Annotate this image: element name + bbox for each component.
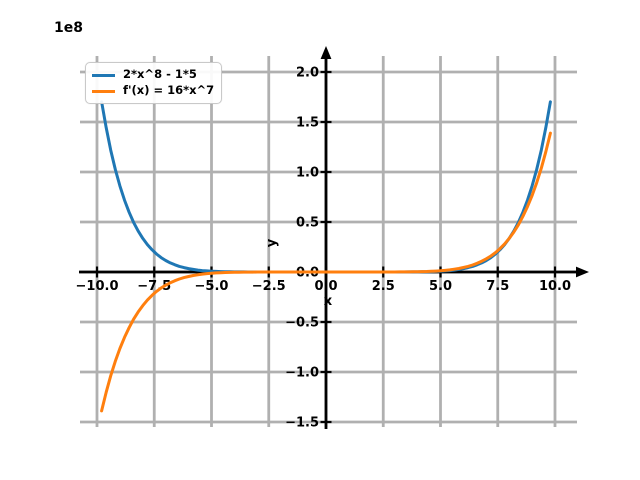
y-tick-label: −1.0 [285,366,319,381]
legend-entry-label: 2*x^8 - 1*5 [123,67,197,82]
y-tick-label: −0.5 [285,316,319,331]
x-tick-label: −5.0 [195,279,229,294]
legend-entry-label: f'(x) = 16*x^7 [123,83,215,98]
legend-entry: f'(x) = 16*x^7 [92,83,214,99]
legend-entry: 2*x^8 - 1*5 [92,67,214,83]
y-tick-label: 2.0 [296,66,319,81]
x-tick-label: −10.0 [76,279,119,294]
x-tick-label: 10.0 [539,279,571,294]
y-tick-label: 0.5 [296,216,319,231]
x-tick-label: 7.5 [486,279,509,294]
x-tick-label: 2.5 [372,279,395,294]
legend-line-swatch [92,73,115,77]
x-tick-label: −7.5 [137,279,171,294]
axis-offset-label: 1e8 [54,20,83,36]
series-curve [100,131,552,413]
x-axis-label: x [323,294,333,309]
y-axis-arrow-icon [320,46,332,59]
x-axis-arrow-icon [576,266,589,278]
y-tick-label: 1.0 [296,166,319,181]
x-tick-label: −2.5 [252,279,286,294]
legend: 2*x^8 - 1*5 f'(x) = 16*x^7 [85,62,223,104]
y-tick-label: −1.5 [285,416,319,431]
legend-line-swatch [92,89,115,93]
y-axis-label: y [264,238,280,248]
x-tick-label: 5.0 [429,279,452,294]
y-tick-label: 1.5 [296,116,319,131]
